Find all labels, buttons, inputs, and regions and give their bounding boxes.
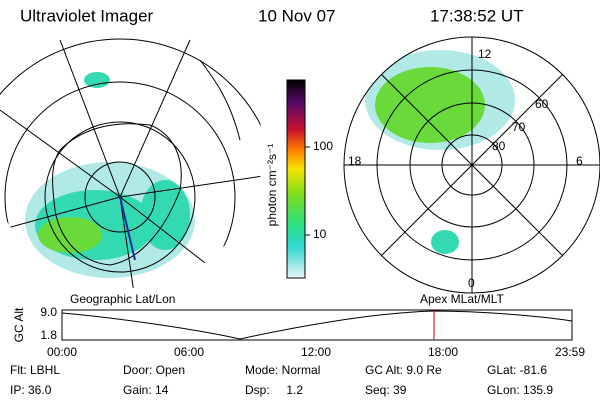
info-field: IP: 36.0 bbox=[10, 383, 52, 397]
info-field: GC Alt: 9.0 Re bbox=[365, 363, 442, 377]
info-field: Flt: LBHL bbox=[10, 363, 60, 377]
colorbar-tick-label: 10 bbox=[313, 227, 327, 241]
lat-label: 70 bbox=[512, 120, 526, 134]
info-field: GLon: 135.9 bbox=[487, 383, 553, 397]
polar-label: Apex MLat/MLT bbox=[420, 292, 504, 306]
y-tick-label: 9.0 bbox=[40, 305, 57, 319]
altitude-frame bbox=[61, 309, 573, 341]
colorbar-label: photon cm⁻²s⁻¹ bbox=[265, 144, 279, 227]
x-tick-label: 23:59 bbox=[555, 345, 585, 359]
x-tick-label: 12:00 bbox=[301, 345, 331, 359]
geo-label: Geographic Lat/Lon bbox=[70, 292, 175, 306]
x-tick-label: 06:00 bbox=[174, 345, 204, 359]
date: 10 Nov 07 bbox=[258, 6, 336, 25]
info-field: Gain: 14 bbox=[123, 383, 169, 397]
mlt-label: 18 bbox=[348, 154, 362, 168]
y-axis-label: GC Alt bbox=[12, 307, 26, 342]
info-field: Mode: Normal bbox=[245, 363, 320, 377]
time: 17:38:52 UT bbox=[430, 6, 524, 25]
mlt-label: 12 bbox=[478, 47, 492, 61]
y-tick-label: 1.8 bbox=[40, 328, 57, 342]
polar-grid bbox=[343, 36, 600, 294]
geo-map bbox=[0, 38, 263, 288]
lat-label: 80 bbox=[492, 139, 506, 153]
title: Ultraviolet Imager bbox=[20, 6, 154, 25]
mlt-label: 0 bbox=[468, 276, 475, 290]
colorbar bbox=[286, 79, 306, 279]
info-panel: Flt: LBHL Door: Open Mode: Normal GC Alt: 9… bbox=[10, 363, 553, 397]
info-field: Seq: 39 bbox=[365, 383, 407, 397]
info-field: Dsp: 1.2 bbox=[245, 383, 303, 397]
lat-label: 60 bbox=[535, 97, 549, 111]
colorbar-tick-label: 100 bbox=[313, 139, 333, 153]
mlt-label: 6 bbox=[576, 154, 583, 168]
info-field: GLat: -81.6 bbox=[487, 363, 547, 377]
x-tick-label: 18:00 bbox=[428, 345, 458, 359]
altitude-curve bbox=[61, 310, 573, 340]
polar-map bbox=[365, 50, 515, 254]
info-field: Door: Open bbox=[123, 363, 185, 377]
x-tick-label: 00:00 bbox=[47, 345, 77, 359]
